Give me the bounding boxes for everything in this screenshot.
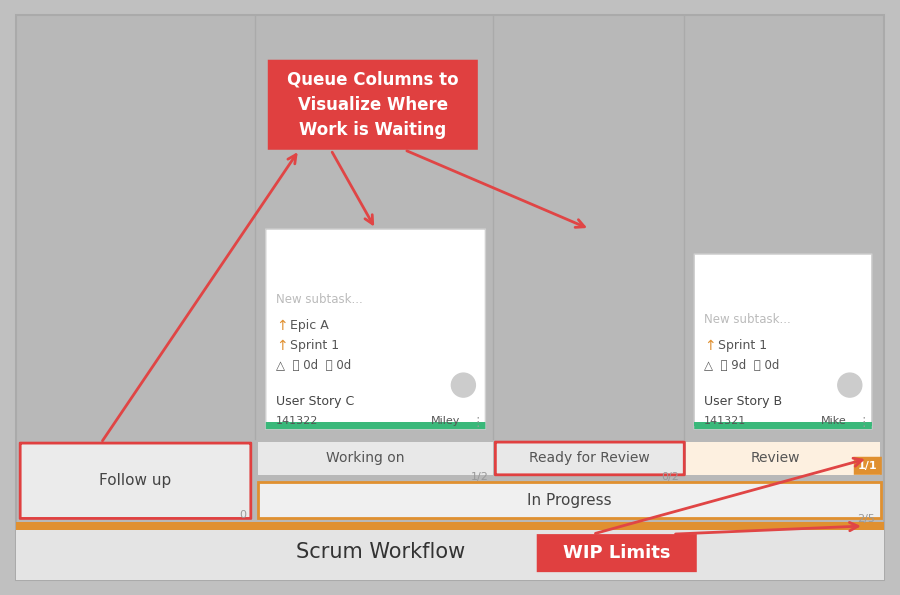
FancyBboxPatch shape	[694, 254, 872, 429]
Text: ⋮: ⋮	[858, 416, 870, 429]
FancyBboxPatch shape	[694, 422, 872, 425]
Text: User Story B: User Story B	[705, 395, 782, 408]
FancyBboxPatch shape	[687, 442, 880, 475]
Text: Working on: Working on	[327, 452, 405, 465]
FancyBboxPatch shape	[694, 422, 872, 429]
Text: In Progress: In Progress	[527, 493, 612, 508]
Text: 141322: 141322	[275, 416, 319, 426]
Text: User Story C: User Story C	[275, 395, 354, 408]
FancyBboxPatch shape	[257, 482, 881, 518]
Circle shape	[838, 373, 862, 397]
Text: New subtask...: New subtask...	[275, 293, 363, 306]
Text: ↑: ↑	[705, 339, 716, 353]
Text: Miley: Miley	[431, 416, 461, 426]
Text: Epic A: Epic A	[290, 319, 328, 332]
Text: Queue Columns to
Visualize Where
Work is Waiting: Queue Columns to Visualize Where Work is…	[287, 71, 459, 139]
Text: WIP Limits: WIP Limits	[563, 544, 670, 562]
FancyBboxPatch shape	[16, 522, 884, 530]
Text: △  ⏰ 9d  ⏱ 0d: △ ⏰ 9d ⏱ 0d	[705, 359, 779, 372]
Circle shape	[452, 373, 475, 397]
FancyBboxPatch shape	[16, 15, 884, 580]
Text: Follow up: Follow up	[99, 473, 172, 488]
Text: Sprint 1: Sprint 1	[290, 339, 339, 352]
Text: △  ⏰ 0d  ⏱ 0d: △ ⏰ 0d ⏱ 0d	[275, 359, 351, 372]
FancyBboxPatch shape	[268, 60, 478, 150]
Text: 2/5: 2/5	[857, 515, 875, 524]
Text: 0/2: 0/2	[662, 472, 680, 482]
FancyBboxPatch shape	[266, 422, 485, 429]
Text: 1/1: 1/1	[858, 461, 878, 471]
Text: 0: 0	[238, 511, 246, 521]
FancyBboxPatch shape	[20, 443, 251, 518]
Text: ↑: ↑	[275, 319, 287, 333]
Text: 1/2: 1/2	[471, 472, 489, 482]
Text: Ready for Review: Ready for Review	[529, 452, 650, 465]
Text: New subtask...: New subtask...	[705, 313, 791, 326]
Text: Sprint 1: Sprint 1	[718, 339, 768, 352]
FancyBboxPatch shape	[266, 422, 485, 425]
FancyBboxPatch shape	[266, 229, 485, 429]
FancyBboxPatch shape	[536, 534, 697, 572]
FancyBboxPatch shape	[495, 442, 684, 475]
Text: ↑: ↑	[275, 339, 287, 353]
Text: Mike: Mike	[821, 416, 847, 426]
FancyBboxPatch shape	[854, 457, 882, 475]
FancyBboxPatch shape	[257, 442, 493, 475]
Text: 141321: 141321	[705, 416, 746, 426]
Text: Scrum Workflow: Scrum Workflow	[296, 542, 465, 562]
Text: ⋮: ⋮	[471, 416, 483, 429]
Text: Review: Review	[751, 452, 800, 465]
FancyBboxPatch shape	[16, 530, 884, 580]
